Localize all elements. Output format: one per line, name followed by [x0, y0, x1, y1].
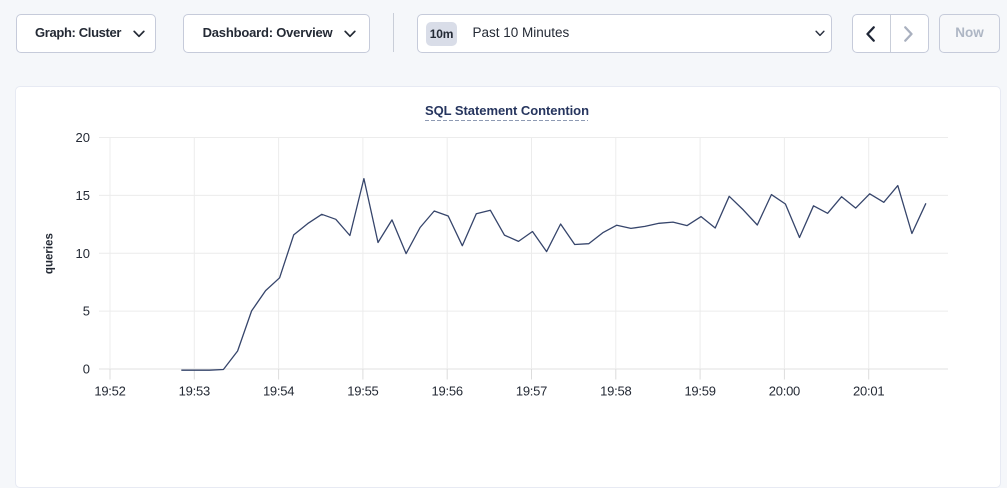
svg-text:15: 15	[76, 188, 90, 203]
svg-text:20: 20	[76, 130, 90, 145]
svg-text:19:53: 19:53	[179, 384, 210, 399]
svg-text:20:01: 20:01	[853, 384, 884, 399]
svg-text:5: 5	[83, 304, 90, 319]
svg-text:19:59: 19:59	[684, 384, 715, 399]
svg-text:19:57: 19:57	[516, 384, 547, 399]
svg-text:19:55: 19:55	[347, 384, 378, 399]
svg-text:19:56: 19:56	[432, 384, 463, 399]
svg-text:19:54: 19:54	[263, 384, 294, 399]
svg-text:10: 10	[76, 246, 90, 261]
svg-text:19:52: 19:52	[94, 384, 125, 399]
svg-text:0: 0	[83, 362, 90, 377]
svg-text:19:58: 19:58	[600, 384, 631, 399]
svg-text:queries: queries	[43, 233, 55, 274]
svg-text:20:00: 20:00	[769, 384, 800, 399]
